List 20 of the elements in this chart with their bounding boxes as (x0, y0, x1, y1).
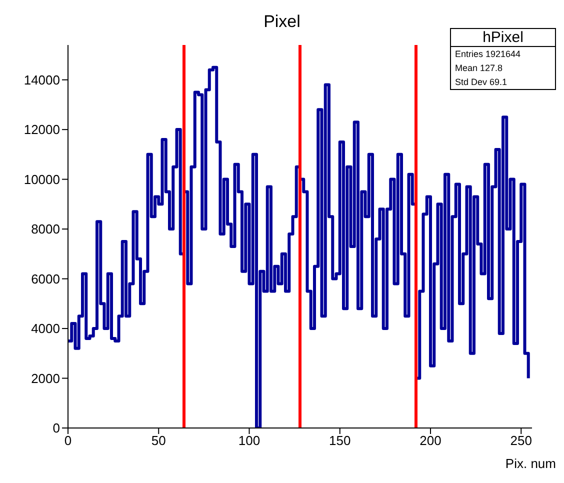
annotation: hPixel (451, 29, 555, 47)
y-tick-label: 14000 (24, 72, 60, 88)
y-tick-label: 10000 (24, 172, 60, 187)
y-tick-label: 8000 (31, 222, 60, 237)
x-tick-label: 250 (510, 433, 532, 448)
x-tick-label: 50 (151, 433, 166, 448)
y-tick-label: 4000 (31, 321, 60, 336)
y-tick-label: 2000 (31, 370, 60, 386)
x-tick-label: 150 (329, 433, 351, 448)
x-axis-title: Pix. num (505, 456, 556, 471)
annotation: Mean 127.8 (454, 62, 504, 75)
chart-title: Pixel (264, 12, 300, 31)
x-tick-label: 0 (64, 433, 72, 448)
y-tick-label: 0 (52, 420, 60, 436)
annotation: Std Dev 69.1 (454, 76, 508, 89)
x-tick-label: 100 (238, 433, 260, 448)
x-tick-label: 200 (420, 433, 442, 448)
annotation: Entries 1921644 (454, 48, 522, 61)
y-tick-label: 12000 (24, 122, 60, 138)
y-tick-label: 6000 (31, 271, 60, 286)
